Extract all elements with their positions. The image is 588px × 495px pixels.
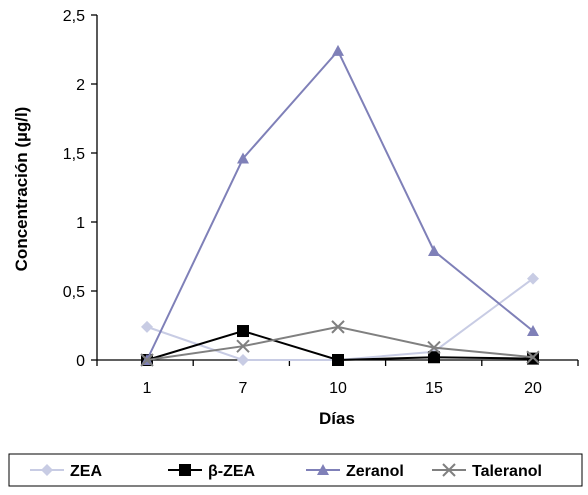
legend-marker — [179, 464, 191, 476]
legend-box — [8, 453, 583, 487]
y-tick-label: 2 — [76, 77, 85, 94]
data-point — [428, 244, 440, 256]
series-zeranol — [141, 44, 539, 365]
data-point — [526, 350, 540, 364]
x-tick-label: 15 — [425, 380, 443, 397]
data-point — [236, 339, 250, 353]
legend-item-zeranol: Zeranol — [306, 463, 404, 480]
legend-marker — [317, 464, 329, 475]
x-tick-label: 1 — [143, 380, 152, 397]
data-point — [527, 325, 539, 337]
series-line — [146, 277, 534, 361]
data-point — [332, 354, 344, 366]
data-point — [527, 272, 539, 285]
y-axis-title: Concentración (µg/l) — [12, 107, 31, 272]
data-point — [237, 325, 249, 338]
y-tick-label: 1 — [76, 215, 85, 232]
legend-item-zea: ZEA — [30, 463, 102, 480]
data-point — [428, 351, 440, 364]
series-line — [146, 49, 534, 361]
y-tick-label: 0,5 — [63, 284, 85, 301]
y-tick-label: 0 — [76, 353, 85, 370]
legend-label: β-ZEA — [208, 463, 256, 480]
y-tick-label: 2,5 — [63, 8, 85, 25]
legend-marker — [41, 464, 53, 476]
x-tick-label: 20 — [524, 380, 542, 397]
data-point — [237, 152, 249, 164]
y-tick-label: 1,5 — [63, 146, 85, 163]
legend-label: Taleranol — [472, 463, 542, 480]
legend-label: ZEA — [70, 463, 102, 480]
series-taleranol — [140, 320, 540, 367]
y-ticks: 0 0,5 1 1,5 2 2,5 — [63, 8, 97, 370]
legend-label: Zeranol — [346, 463, 404, 480]
series-layer — [140, 44, 540, 367]
x-ticks: 1 7 10 15 20 — [96, 360, 579, 397]
data-point — [237, 354, 249, 366]
data-point — [332, 44, 344, 56]
x-tick-label: 7 — [239, 380, 248, 397]
data-point — [140, 353, 154, 367]
legend-item-taleranol: Taleranol — [432, 463, 542, 480]
legend-item-zea: β-ZEA — [168, 463, 256, 480]
legend-marker — [442, 463, 456, 477]
x-axis-title: Días — [319, 409, 355, 428]
data-point — [427, 340, 441, 355]
x-tick-label: 10 — [329, 380, 347, 397]
data-point — [331, 320, 345, 334]
legend: ZEA β-ZEA Zeranol Taleranol — [8, 453, 583, 487]
data-point — [141, 320, 153, 333]
